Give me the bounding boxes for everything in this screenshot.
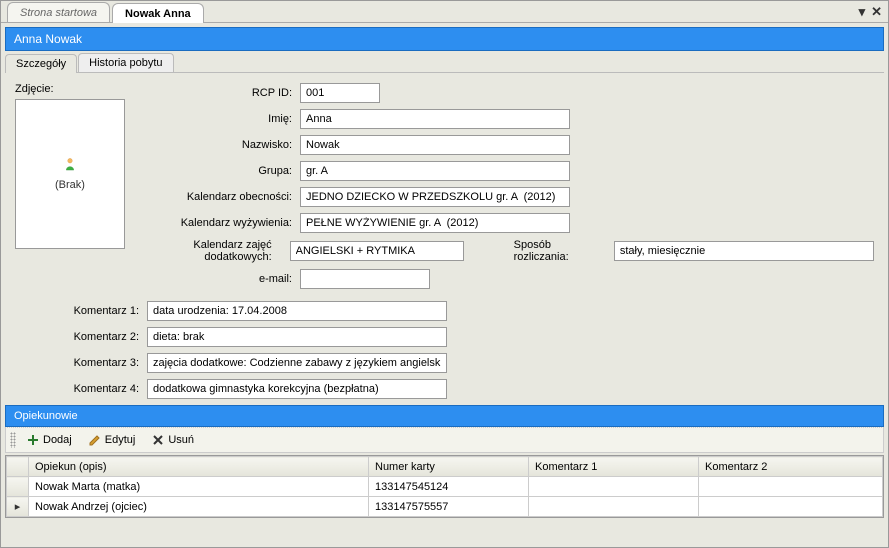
meal-calendar-field[interactable] — [300, 213, 570, 233]
photo-label: Zdjęcie: — [15, 83, 135, 95]
person-placeholder-icon — [63, 157, 77, 171]
pencil-icon — [88, 433, 102, 447]
table-row[interactable]: Nowak Marta (matka) 133147545124 — [7, 477, 883, 497]
app-window: Strona startowa Nowak Anna ▾ ✕ Anna Nowa… — [0, 0, 889, 548]
photo-block: Zdjęcie: (Brak) — [15, 83, 135, 249]
delete-button[interactable]: Usuń — [145, 431, 200, 449]
attendance-calendar-field[interactable] — [300, 187, 570, 207]
col-description[interactable]: Opiekun (opis) — [29, 457, 369, 477]
cell-comment1 — [529, 497, 699, 517]
comment4-field[interactable] — [147, 379, 447, 399]
cell-description: Nowak Marta (matka) — [29, 477, 369, 497]
first-name-label: Imię: — [145, 113, 300, 125]
cell-comment2 — [699, 477, 883, 497]
add-button-label: Dodaj — [43, 434, 72, 446]
col-comment1[interactable]: Komentarz 1 — [529, 457, 699, 477]
row-selector[interactable] — [7, 477, 29, 497]
rcp-id-field[interactable] — [300, 83, 380, 103]
cell-card: 133147575557 — [369, 497, 529, 517]
plus-icon — [26, 433, 40, 447]
tab-person[interactable]: Nowak Anna — [112, 3, 204, 23]
dropdown-icon[interactable]: ▾ — [859, 4, 866, 20]
window-controls: ▾ ✕ — [859, 4, 882, 20]
document-tabs: Strona startowa Nowak Anna ▾ ✕ — [1, 1, 888, 23]
grid-header-row: Opiekun (opis) Numer karty Komentarz 1 K… — [7, 457, 883, 477]
extra-calendar-label: Kalendarz zajęć dodatkowych: — [145, 239, 280, 263]
comment1-label: Komentarz 1: — [55, 305, 147, 317]
guardians-grid[interactable]: Opiekun (opis) Numer karty Komentarz 1 K… — [5, 455, 884, 518]
comment2-label: Komentarz 2: — [55, 331, 147, 343]
edit-button-label: Edytuj — [105, 434, 136, 446]
tab-history[interactable]: Historia pobytu — [78, 53, 173, 72]
grid-corner — [7, 457, 29, 477]
cell-comment1 — [529, 477, 699, 497]
extra-calendar-field[interactable] — [290, 241, 464, 261]
comment3-label: Komentarz 3: — [55, 357, 147, 369]
delete-button-label: Usuń — [168, 434, 194, 446]
row-selector-current[interactable]: ▸ — [7, 497, 29, 517]
rcp-id-label: RCP ID: — [145, 87, 300, 99]
group-field[interactable] — [300, 161, 570, 181]
photo-frame[interactable]: (Brak) — [15, 99, 125, 249]
comments-block: Komentarz 1: Komentarz 2: Komentarz 3: K… — [55, 295, 874, 399]
first-name-field[interactable] — [300, 109, 570, 129]
toolbar-grip — [10, 432, 16, 448]
edit-button[interactable]: Edytuj — [82, 431, 142, 449]
close-icon[interactable]: ✕ — [871, 4, 882, 20]
detail-tabs: Szczegóły Historia pobytu — [5, 53, 884, 73]
meal-calendar-label: Kalendarz wyżywienia: — [145, 217, 300, 229]
last-name-field[interactable] — [300, 135, 570, 155]
cell-description: Nowak Andrzej (ojciec) — [29, 497, 369, 517]
guardians-banner: Opiekunowie — [5, 405, 884, 427]
details-panel: Zdjęcie: (Brak) RCP ID: Imię: — [5, 73, 884, 399]
comment2-field[interactable] — [147, 327, 447, 347]
settlement-field[interactable] — [614, 241, 874, 261]
comment1-field[interactable] — [147, 301, 447, 321]
content-area: Anna Nowak Szczegóły Historia pobytu Zdj… — [1, 23, 888, 522]
settlement-label: Sposób rozliczania: — [514, 239, 604, 263]
person-banner: Anna Nowak — [5, 27, 884, 51]
group-label: Grupa: — [145, 165, 300, 177]
attendance-calendar-label: Kalendarz obecności: — [145, 191, 300, 203]
cell-comment2 — [699, 497, 883, 517]
photo-caption: (Brak) — [55, 179, 85, 191]
cell-card: 133147545124 — [369, 477, 529, 497]
comment3-field[interactable] — [147, 353, 447, 373]
col-comment2[interactable]: Komentarz 2 — [699, 457, 883, 477]
guardians-toolbar: Dodaj Edytuj Usuń — [5, 427, 884, 453]
add-button[interactable]: Dodaj — [20, 431, 78, 449]
last-name-label: Nazwisko: — [145, 139, 300, 151]
table-row[interactable]: ▸ Nowak Andrzej (ojciec) 133147575557 — [7, 497, 883, 517]
email-label: e-mail: — [145, 273, 300, 285]
tab-start-page[interactable]: Strona startowa — [7, 2, 110, 22]
tab-details[interactable]: Szczegóły — [5, 54, 77, 73]
col-card[interactable]: Numer karty — [369, 457, 529, 477]
x-icon — [151, 433, 165, 447]
comment4-label: Komentarz 4: — [55, 383, 147, 395]
email-field[interactable] — [300, 269, 430, 289]
